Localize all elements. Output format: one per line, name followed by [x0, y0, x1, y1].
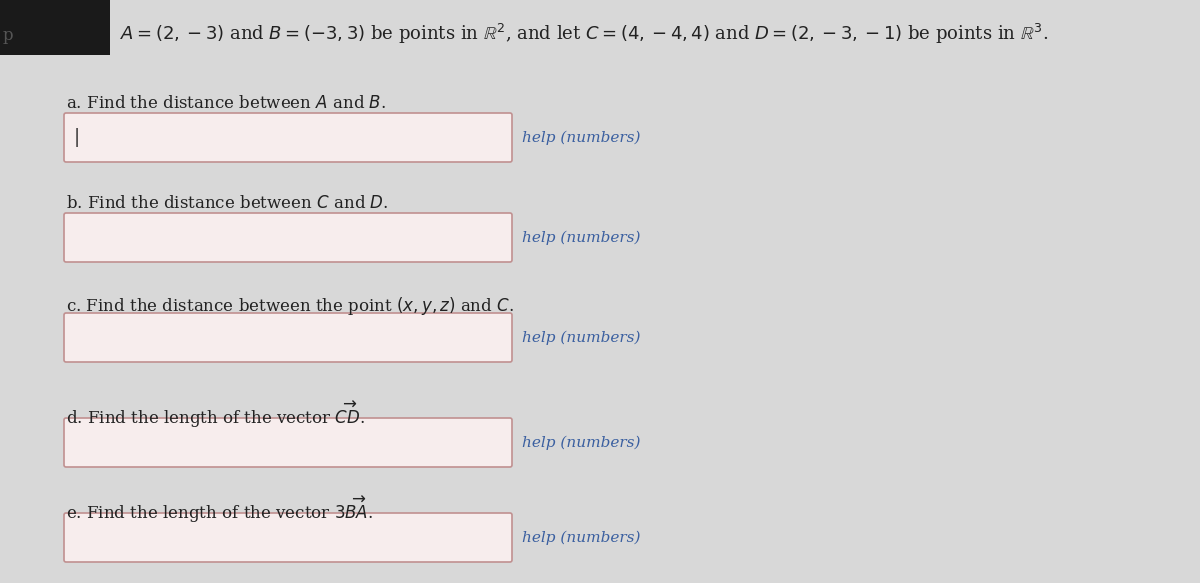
FancyBboxPatch shape: [64, 313, 512, 362]
Text: p: p: [2, 27, 13, 44]
FancyBboxPatch shape: [64, 513, 512, 562]
Text: e. Find the length of the vector $3\overrightarrow{BA}$.: e. Find the length of the vector $3\over…: [66, 495, 373, 525]
Text: help (numbers): help (numbers): [522, 131, 641, 145]
FancyBboxPatch shape: [64, 113, 512, 162]
FancyBboxPatch shape: [0, 0, 110, 55]
Text: help (numbers): help (numbers): [522, 436, 641, 449]
Text: help (numbers): help (numbers): [522, 230, 641, 245]
Text: b. Find the distance between $C$ and $D$.: b. Find the distance between $C$ and $D$…: [66, 195, 389, 212]
FancyBboxPatch shape: [64, 213, 512, 262]
Text: |: |: [74, 128, 80, 147]
Text: c. Find the distance between the point $(x, y, z)$ and $C$.: c. Find the distance between the point $…: [66, 295, 514, 317]
FancyBboxPatch shape: [64, 418, 512, 467]
Text: help (numbers): help (numbers): [522, 331, 641, 345]
Text: d. Find the length of the vector $\overrightarrow{CD}$.: d. Find the length of the vector $\overr…: [66, 400, 365, 430]
Text: help (numbers): help (numbers): [522, 531, 641, 545]
Text: a. Find the distance between $A$ and $B$.: a. Find the distance between $A$ and $B$…: [66, 95, 386, 112]
Text: $A = (2, -3)$ and $B = (-3, 3)$ be points in $\mathbb{R}^2$, and let $C = (4, -4: $A = (2, -3)$ and $B = (-3, 3)$ be point…: [120, 22, 1048, 46]
